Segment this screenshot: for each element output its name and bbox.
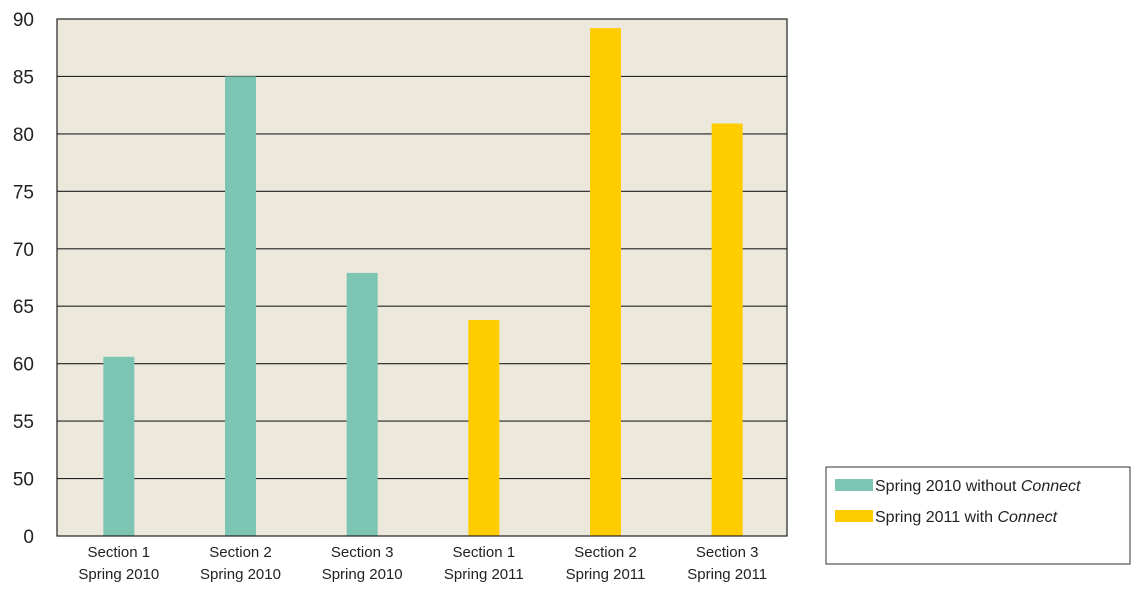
plot-border	[56, 18, 788, 537]
x-category-label: Section 2	[209, 544, 272, 561]
y-tick-label: 80	[13, 125, 34, 146]
legend-box	[825, 466, 1131, 565]
legend-swatch	[835, 479, 873, 491]
y-tick-label: 75	[13, 182, 34, 203]
bar	[103, 356, 135, 536]
x-category-label: Spring 2011	[687, 566, 767, 583]
bar	[711, 123, 743, 536]
y-tick-label: 65	[13, 297, 34, 318]
y-tick-label: 0	[23, 527, 34, 548]
x-category-label: Section 3	[331, 544, 394, 561]
bar	[590, 28, 621, 537]
legend-label: Spring 2011 with Connect	[875, 509, 1058, 526]
x-category-label: Spring 2010	[200, 566, 281, 583]
plot-area	[57, 19, 787, 536]
legend-label: Spring 2010 without Connect	[875, 478, 1081, 495]
x-axis-categories: Section 1 Spring 2010 Section 2 Spring 2010…	[78, 544, 767, 583]
x-category-label: Section 2	[574, 544, 637, 561]
grid-lines	[57, 75, 787, 480]
bar	[468, 320, 500, 536]
y-axis-ticks: 0 50 55 60 65 70 75 80 85 90	[13, 10, 34, 548]
x-category-label: Spring 2011	[444, 566, 524, 583]
x-category-label: Section 1	[88, 544, 151, 561]
bar	[225, 76, 256, 536]
bar	[346, 272, 378, 536]
y-tick-label: 90	[13, 10, 34, 31]
y-tick-label: 85	[13, 67, 34, 88]
y-tick-label: 50	[13, 470, 34, 491]
x-category-label: Section 1	[453, 544, 516, 561]
x-category-label: Spring 2010	[322, 566, 403, 583]
legend: Spring 2010 without Connect Spring 2011 w…	[825, 466, 1131, 565]
y-tick-label: 55	[13, 412, 34, 433]
bars	[103, 28, 743, 537]
x-category-label: Section 3	[696, 544, 759, 561]
y-tick-label: 70	[13, 240, 34, 261]
x-category-label: Spring 2010	[78, 566, 159, 583]
legend-swatch	[835, 510, 873, 522]
y-tick-label: 60	[13, 355, 34, 376]
x-category-label: Spring 2011	[566, 566, 646, 583]
